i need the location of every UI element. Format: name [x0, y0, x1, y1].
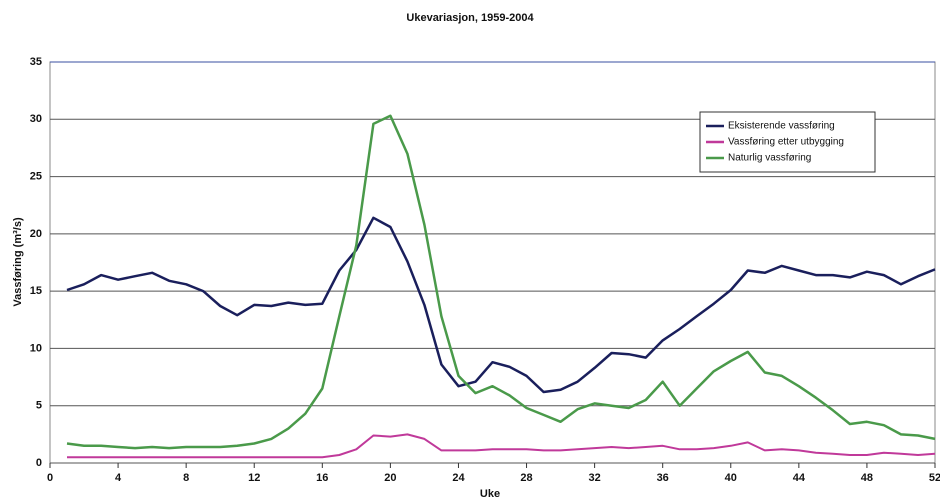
y-tick-label: 10 [30, 342, 42, 354]
legend: Eksisterende vassføring Vassføring etter … [699, 111, 876, 173]
y-tick-label: 0 [36, 457, 42, 469]
legend-box [699, 111, 876, 173]
x-tick-label: 12 [248, 472, 260, 484]
data-line [66, 114, 936, 450]
x-tick-label: 48 [861, 472, 873, 484]
chart-title: Ukevariasjon, 1959-2004 [406, 12, 534, 24]
x-tick-label: 40 [725, 472, 737, 484]
y-tick-label: 5 [36, 400, 42, 412]
y-tick-label: 15 [30, 285, 42, 297]
x-tick-label: 32 [588, 472, 600, 484]
y-axis-label: Vassføring (m³/s) [12, 217, 24, 307]
data-line [66, 216, 936, 394]
legend-label: Vassføring etter utbygging [728, 137, 844, 148]
x-tick-label: 28 [520, 472, 532, 484]
x-axis-label: Uke [480, 488, 500, 500]
x-tick-label: 20 [384, 472, 396, 484]
x-tick-label: 8 [183, 472, 189, 484]
x-tick-label: 52 [929, 472, 940, 484]
y-tick-label: 20 [30, 228, 42, 240]
x-tick-label: 0 [47, 472, 53, 484]
y-tick-label: 25 [30, 170, 42, 182]
x-tick-label: 36 [657, 472, 669, 484]
data-line [67, 433, 936, 459]
y-tick-label: 30 [30, 113, 42, 125]
y-tick-label: 35 [30, 56, 42, 68]
x-tick-label: 44 [793, 472, 806, 484]
legend-label: Eksisterende vassføring [728, 121, 835, 132]
legend-label: Naturlig vassføring [728, 153, 811, 164]
x-tick-label: 24 [452, 472, 465, 484]
x-tick-label: 16 [316, 472, 328, 484]
x-tick-label: 4 [115, 472, 122, 484]
